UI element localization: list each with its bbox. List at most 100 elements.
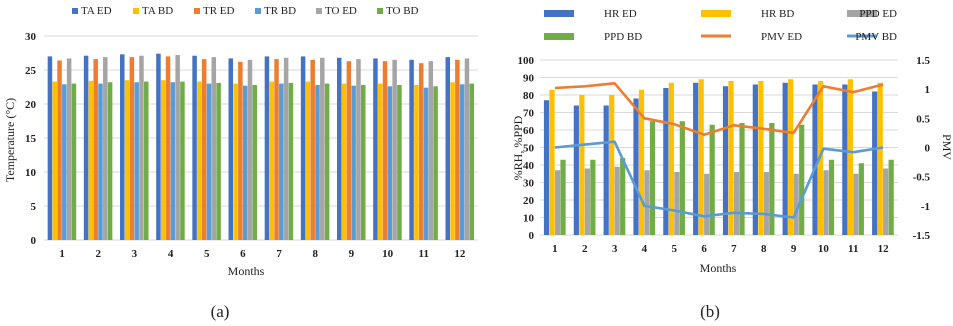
chart-a-xtick-label: 3 bbox=[132, 248, 138, 260]
chart-a-bar bbox=[197, 81, 202, 240]
chart-a-xtick-label: 9 bbox=[349, 248, 355, 260]
chart-a-ytick-label: 0 bbox=[31, 235, 37, 247]
chart-a-ytick-label: 10 bbox=[25, 167, 37, 179]
chart-a-bar bbox=[361, 84, 366, 241]
chart-a-bar bbox=[160, 80, 166, 240]
chart-a-bar bbox=[351, 85, 356, 240]
chart-b-bar bbox=[799, 124, 805, 235]
chart-b-y2tick-label: 0.5 bbox=[916, 113, 930, 125]
chart-b-bar bbox=[858, 163, 864, 235]
chart-a-bar bbox=[387, 86, 393, 240]
chart-b-series-line bbox=[554, 82, 884, 136]
chart-b-bar bbox=[584, 168, 590, 235]
chart-a-bar bbox=[377, 83, 383, 240]
chart-a-bar bbox=[66, 58, 72, 240]
chart-a-bar bbox=[107, 82, 113, 241]
chart-a-bar bbox=[341, 83, 347, 240]
chart-a-bar bbox=[324, 83, 330, 240]
chart-a-bar bbox=[279, 83, 284, 240]
chart-a-bar bbox=[83, 55, 89, 240]
chart-a-bar bbox=[418, 63, 424, 241]
chart-b-bar bbox=[644, 170, 650, 235]
chart-a-legend: TA ED TA BD TR ED TR BD TO ED TO BD bbox=[72, 5, 419, 17]
chart-b-xtick-label: 2 bbox=[582, 243, 588, 255]
chart-a-xtick-label: 4 bbox=[168, 248, 174, 260]
chart-a-bar bbox=[274, 59, 279, 241]
chart-b-y2tick-label: 0 bbox=[925, 143, 931, 155]
chart-a-ytick-label: 15 bbox=[25, 133, 37, 145]
chart-a-bar bbox=[47, 56, 53, 241]
chart-a-bar bbox=[315, 84, 320, 241]
chart-b-bar bbox=[579, 95, 585, 235]
chart-a-bar bbox=[459, 84, 465, 240]
chart-a-bar bbox=[120, 54, 125, 240]
chart-b-legend-label: PPD ED bbox=[859, 8, 897, 20]
chart-a-bar bbox=[310, 59, 315, 240]
chart-b-legend-swatch bbox=[701, 10, 731, 17]
chart-a-xtick-label: 1 bbox=[59, 248, 65, 260]
chart-a-bar bbox=[305, 81, 311, 240]
chart-b-bar bbox=[693, 82, 699, 235]
chart-a-bar bbox=[62, 84, 67, 240]
chart-b-bar bbox=[603, 105, 609, 235]
chart-b-y2tick-label: -1.5 bbox=[913, 230, 931, 242]
chart-a-bar bbox=[356, 59, 361, 241]
chart-a-bar bbox=[445, 57, 451, 240]
chart-b-bar bbox=[554, 170, 561, 235]
chart-b-bar bbox=[698, 79, 704, 235]
chart-b-bar bbox=[573, 105, 579, 235]
chart-b-bar bbox=[842, 84, 848, 235]
chart-a-xtick-label: 6 bbox=[240, 248, 246, 260]
chart-b-bar bbox=[638, 89, 645, 235]
chart-a-bar bbox=[165, 56, 171, 241]
chart-b-series-line bbox=[554, 140, 884, 219]
chart-b-legend-label: HR BD bbox=[761, 8, 794, 20]
chart-b-ytick-label: 30 bbox=[523, 178, 535, 190]
chart-a-bar bbox=[71, 83, 77, 240]
chart-a-bar bbox=[180, 81, 185, 240]
chart-b-bar bbox=[782, 82, 788, 235]
chart-b-bar bbox=[704, 173, 710, 235]
chart-b-bar bbox=[649, 121, 656, 235]
chart-b-y2tick-label: -0.5 bbox=[913, 172, 931, 184]
chart-a-bar bbox=[300, 56, 306, 241]
chart-b-xtick-label: 6 bbox=[701, 243, 707, 255]
chart-a-bar bbox=[124, 80, 130, 240]
chart-b-bar bbox=[883, 168, 889, 235]
chart-b-bar bbox=[709, 124, 715, 235]
chart-a-bar bbox=[57, 60, 62, 241]
chart-b-xtick-label: 12 bbox=[878, 243, 890, 255]
chart-a-bar bbox=[156, 53, 161, 241]
chart-a-bar bbox=[433, 86, 438, 240]
chart-a-xlabel: Months bbox=[228, 264, 265, 278]
chart-b-bar bbox=[549, 89, 555, 235]
chart-a-bar bbox=[93, 59, 98, 241]
chart-a-ytick-label: 30 bbox=[25, 31, 37, 43]
chart-a-bar bbox=[175, 55, 180, 240]
chart-a: Temperature (°C) Months (a) bbox=[3, 98, 265, 321]
chart-b-bar bbox=[812, 84, 818, 235]
chart-a-legend-label: TA BD bbox=[142, 5, 173, 17]
chart-b-bar bbox=[769, 123, 775, 235]
chart-a-xtick-label: 7 bbox=[276, 248, 282, 260]
chart-a-bar bbox=[288, 82, 294, 240]
chart-a-legend-swatch bbox=[72, 8, 78, 14]
chart-b-plot: 0 10 20 30 40 50 60 70 80 90 100 -1.5 -1 -0.5 0 0.5 1 1.5… bbox=[518, 8, 931, 255]
chart-b-ytick-label: 90 bbox=[523, 73, 535, 85]
chart-b-ytick-label: 60 bbox=[523, 125, 535, 137]
chart-a-bar bbox=[98, 83, 103, 240]
chart-a-bar bbox=[134, 82, 139, 241]
chart-b-bar bbox=[663, 88, 669, 235]
chart-b-bar bbox=[722, 86, 729, 235]
chart-a-bar bbox=[233, 83, 238, 240]
chart-a-bar bbox=[144, 81, 149, 240]
chart-a-legend-label: TO BD bbox=[386, 5, 419, 17]
chart-b-legend-swatch bbox=[847, 10, 877, 17]
chart-b-bar bbox=[847, 79, 853, 235]
chart-b-bar bbox=[872, 91, 878, 235]
chart-b-bar bbox=[739, 123, 745, 235]
chart-a-bar bbox=[238, 61, 243, 241]
chart-a-bar bbox=[269, 81, 274, 240]
